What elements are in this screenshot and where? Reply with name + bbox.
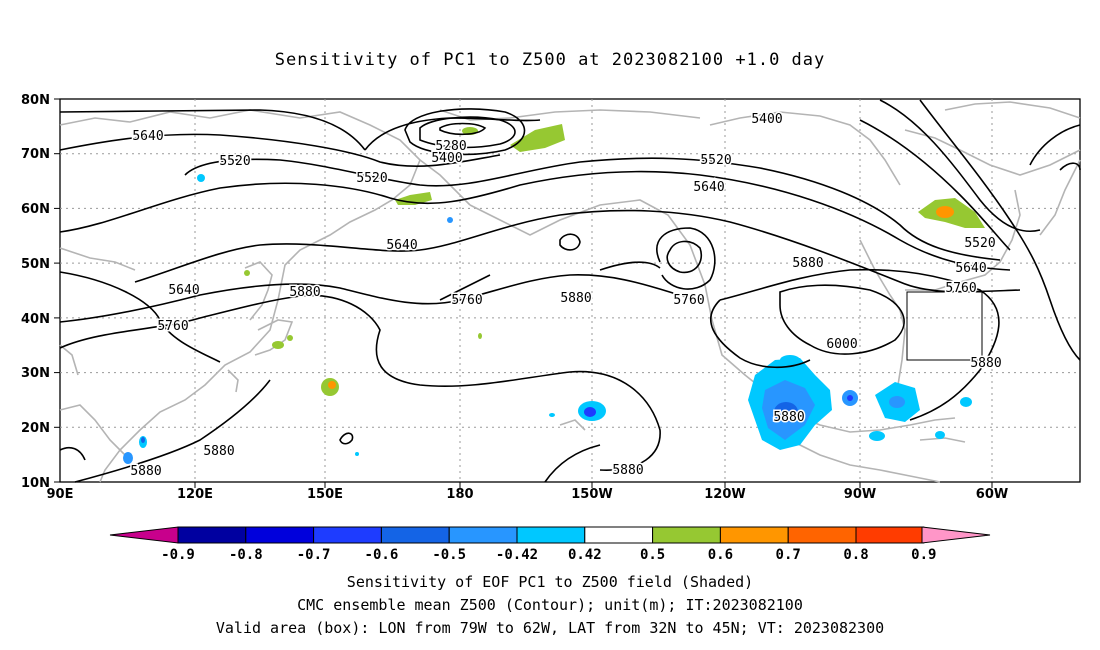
lat-ticks xyxy=(54,98,60,483)
colorbar-label: -0.42 xyxy=(496,547,538,563)
contour-label: 5880 xyxy=(612,463,643,478)
colorbar-over-triangle xyxy=(921,526,991,544)
contour-label: 5640 xyxy=(693,180,724,195)
colorbar-swatch xyxy=(245,526,315,544)
colorbar-label: 0.42 xyxy=(568,547,602,563)
contour-label: 5760 xyxy=(945,281,976,296)
colorbar-label: -0.8 xyxy=(229,547,263,563)
contour-label: 5280 xyxy=(435,139,466,154)
colorbar-swatch xyxy=(448,526,518,544)
contour-label: 5520 xyxy=(964,236,995,251)
contour-label: 5880 xyxy=(560,291,591,306)
contour-label: 5880 xyxy=(970,356,1001,371)
lat-label: 50N xyxy=(21,257,50,272)
contour-label: 5520 xyxy=(356,171,387,186)
lat-label: 20N xyxy=(21,421,50,436)
colorbar-swatch xyxy=(177,526,247,544)
lon-label: 90E xyxy=(47,487,74,502)
colorbar-swatch xyxy=(787,526,857,544)
lon-label: 90W xyxy=(844,487,876,502)
colorbar-swatch xyxy=(855,526,925,544)
lat-label: 10N xyxy=(21,476,50,491)
colorbar-swatch xyxy=(584,526,654,544)
contour-label: 5880 xyxy=(773,410,804,425)
contour-label: 5640 xyxy=(386,238,417,253)
contour-label: 5520 xyxy=(700,153,731,168)
colorbar-label: 0.9 xyxy=(911,547,936,563)
contour-label: 5760 xyxy=(673,293,704,308)
lon-label: 150E xyxy=(307,487,343,502)
colorbar-label: 0.7 xyxy=(776,547,801,563)
contour-label: 5760 xyxy=(157,319,188,334)
colorbar-swatch xyxy=(380,526,450,544)
contour-label: 5640 xyxy=(955,261,986,276)
contour-label: 5880 xyxy=(289,285,320,300)
lat-label: 60N xyxy=(21,202,50,217)
map-title: Sensitivity of PC1 to Z500 at 2023082100… xyxy=(274,50,826,70)
lon-label: 120E xyxy=(177,487,213,502)
contour-label: 5400 xyxy=(431,151,462,166)
lat-axis: 80N 70N 60N 50N 40N 30N 20N 10N xyxy=(21,93,50,491)
caption-shading: Sensitivity of EOF PC1 to Z500 field (Sh… xyxy=(346,573,754,591)
colorbar-swatch xyxy=(719,526,789,544)
lat-label: 30N xyxy=(21,366,50,381)
valid-area-box xyxy=(906,291,983,361)
contour-labels: 5640 5520 5280 5400 5520 5640 5640 5760 … xyxy=(129,111,1003,481)
caption-contour: CMC ensemble mean Z500 (Contour); unit(m… xyxy=(297,596,803,614)
colorbar-label: -0.5 xyxy=(432,547,466,563)
contour-label: 5880 xyxy=(203,444,234,459)
contour-label: 5760 xyxy=(451,293,482,308)
colorbar-label: -0.7 xyxy=(297,547,331,563)
lat-label: 70N xyxy=(21,147,50,162)
colorbar-swatch xyxy=(313,526,382,544)
lat-label: 80N xyxy=(21,93,50,108)
colorbar-under-triangle xyxy=(109,526,179,544)
lon-label: 180 xyxy=(446,487,473,502)
sensitivity-shading xyxy=(123,124,985,464)
lon-label: 60W xyxy=(976,487,1008,502)
lon-label: 120W xyxy=(704,487,745,502)
colorbar-label: -0.9 xyxy=(161,547,195,563)
colorbar-swatch xyxy=(516,526,586,544)
lon-axis: 90E 120E 150E 180 150W 120W 90W 60W xyxy=(47,487,1009,502)
contour-label: 5400 xyxy=(751,112,782,127)
caption-valid-area: Valid area (box): LON from 79W to 62W, L… xyxy=(215,619,885,637)
colorbar: -0.9 -0.8 -0.7 -0.6 -0.5 -0.42 0.42 0.5 … xyxy=(109,526,991,563)
z500-contours xyxy=(59,99,1081,483)
colorbar-label: 0.6 xyxy=(708,547,733,563)
contour-label: 5880 xyxy=(792,256,823,271)
contour-label: 6000 xyxy=(826,337,857,352)
lat-label: 40N xyxy=(21,312,50,327)
contour-label: 5640 xyxy=(168,283,199,298)
colorbar-swatch xyxy=(652,526,721,544)
colorbar-label: 0.5 xyxy=(640,547,665,563)
lon-ticks xyxy=(194,482,993,488)
colorbar-label: -0.6 xyxy=(365,547,399,563)
contour-label: 5880 xyxy=(130,464,161,479)
lon-label: 150W xyxy=(571,487,612,502)
contour-label: 5640 xyxy=(132,129,163,144)
contour-label: 5520 xyxy=(219,154,250,169)
colorbar-label: 0.8 xyxy=(843,547,868,563)
